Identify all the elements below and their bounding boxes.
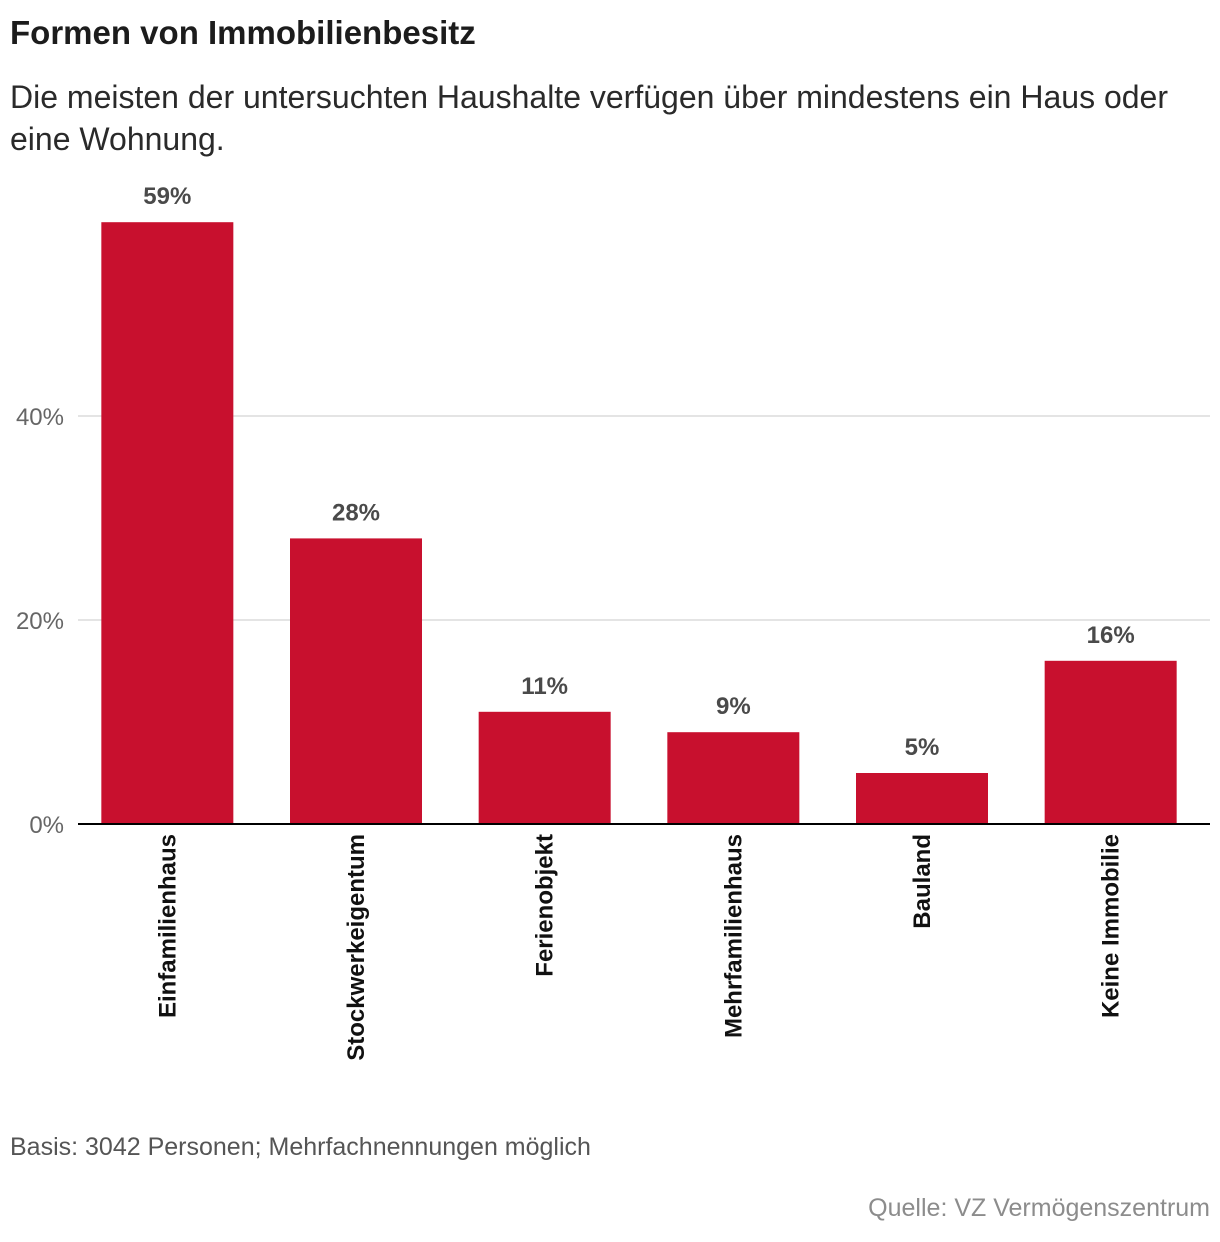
value-label: 59%: [143, 183, 191, 210]
bar: [290, 538, 422, 824]
x-category-label: Keine Immobilie: [1098, 834, 1125, 1018]
y-tick-label: 20%: [16, 608, 64, 635]
x-category-label: Mehrfamilienhaus: [720, 834, 747, 1038]
footnote-basis: Basis: 3042 Personen; Mehrfachnennungen …: [10, 1133, 591, 1161]
value-label: 11%: [521, 673, 568, 700]
bar: [856, 773, 988, 824]
x-category-label: Einfamilienhaus: [154, 834, 181, 1018]
value-label: 9%: [716, 693, 751, 720]
value-label: 5%: [905, 734, 940, 761]
source-credit: Quelle: VZ Vermögenszentrum: [868, 1194, 1210, 1222]
chart-subtitle: Die meisten der untersuchten Haushalte v…: [10, 79, 1168, 157]
chart-title: Formen von Immobilienbesitz: [10, 14, 476, 51]
y-axis-tick-labels: 0% 20% 40%: [16, 404, 64, 839]
x-axis-category-labels: Einfamilienhaus Stockwerkeigentum Ferienob…: [154, 834, 1124, 1061]
bar: [101, 222, 234, 824]
bar: [478, 711, 611, 824]
x-category-label: Bauland: [909, 834, 936, 929]
bars: [101, 222, 1177, 824]
gridlines: [78, 415, 1210, 621]
value-label: 16%: [1087, 622, 1135, 649]
value-label: 28%: [332, 499, 380, 526]
y-tick-label: 40%: [16, 404, 64, 431]
x-category-label: Stockwerkeigentum: [343, 834, 370, 1061]
value-labels: 59% 28% 11% 9% 5% 16%: [143, 183, 1134, 761]
x-category-label: Ferienobjekt: [532, 834, 559, 977]
bar-chart: 0% 20% 40% 59% 28% 11% 9% 5% 16% Einfamilienhau…: [16, 183, 1210, 1061]
bar: [667, 732, 800, 824]
y-tick-label: 0%: [29, 812, 64, 839]
bar: [1044, 660, 1177, 824]
